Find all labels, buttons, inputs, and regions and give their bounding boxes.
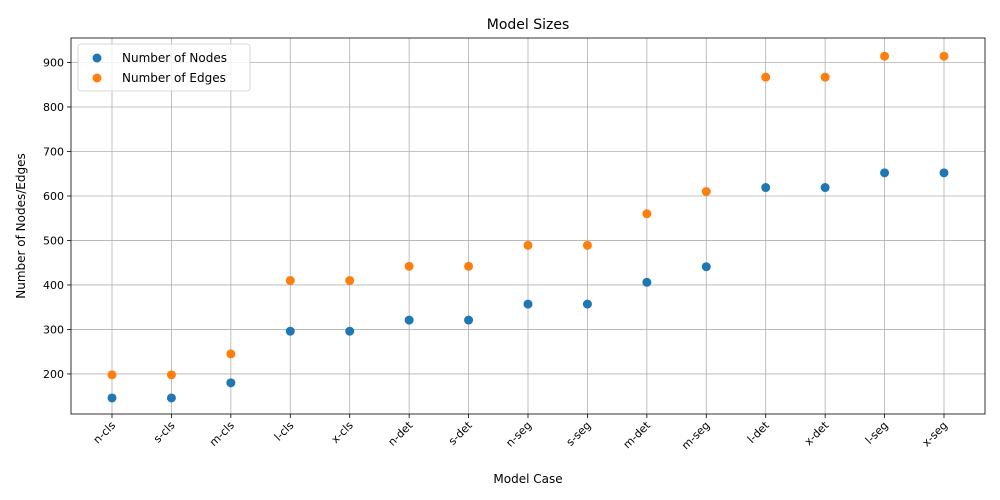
legend-marker-edges	[92, 73, 102, 83]
node-point	[880, 168, 890, 178]
edge-point	[285, 276, 295, 286]
node-point	[582, 299, 592, 309]
node-point	[820, 183, 830, 193]
node-point	[939, 168, 949, 178]
node-point	[701, 262, 711, 272]
y-tick-label: 500	[43, 234, 64, 247]
edge-point	[761, 72, 771, 82]
node-point	[107, 393, 117, 403]
legend-label-nodes: Number of Nodes	[122, 51, 227, 65]
y-tick-label: 700	[43, 145, 64, 158]
node-point	[345, 326, 355, 336]
legend: Number of Nodes Number of Edges	[77, 43, 251, 92]
edge-point	[226, 349, 236, 359]
y-axis-label: Number of Nodes/Edges	[14, 153, 28, 298]
y-tick-label: 400	[43, 279, 64, 292]
node-point	[166, 393, 176, 403]
grid-lines	[71, 38, 985, 414]
legend-label-edges: Number of Edges	[122, 71, 226, 85]
y-tick-label: 900	[43, 56, 64, 69]
edge-point	[107, 370, 117, 380]
edge-point	[464, 261, 474, 271]
legend-box	[77, 43, 251, 92]
legend-marker-nodes	[92, 53, 102, 63]
node-point	[464, 315, 474, 325]
y-tick-label: 600	[43, 190, 64, 203]
edge-point	[642, 209, 652, 219]
edge-point	[880, 51, 890, 61]
edge-point	[345, 276, 355, 286]
node-point	[285, 326, 295, 336]
chart-title: Model Sizes	[487, 17, 570, 33]
edge-point	[582, 240, 592, 250]
node-point	[226, 378, 236, 388]
plot-frame	[70, 37, 986, 415]
y-tick-label: 800	[43, 101, 64, 114]
edge-point	[404, 261, 414, 271]
edge-point	[166, 370, 176, 380]
data-points	[107, 51, 949, 403]
node-point	[761, 183, 771, 193]
x-axis-label: Model Case	[493, 472, 562, 486]
edge-point	[820, 72, 830, 82]
edge-point	[701, 187, 711, 197]
node-point	[523, 299, 533, 309]
y-tick-label: 300	[43, 323, 64, 336]
edge-point	[939, 51, 949, 61]
edge-point	[523, 240, 533, 250]
node-point	[404, 315, 414, 325]
node-point	[642, 277, 652, 287]
y-tick-label: 200	[43, 368, 64, 381]
